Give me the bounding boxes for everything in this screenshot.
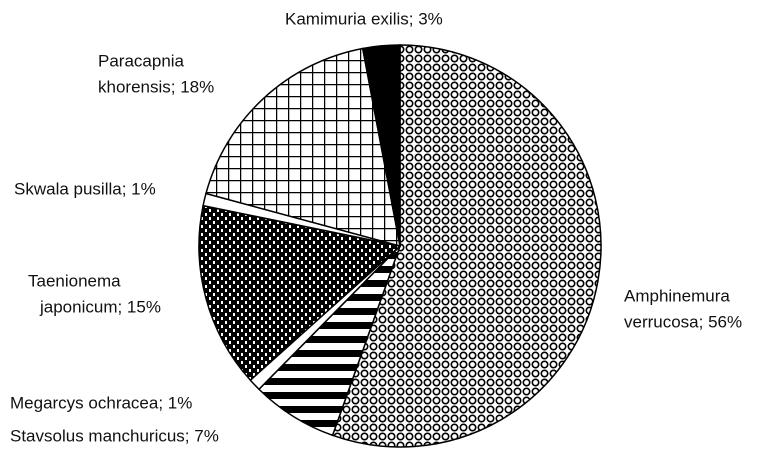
slice-label: Taenionema	[28, 271, 121, 290]
slice-label: Skwala pusilla; 1%	[14, 179, 156, 198]
pie-slice	[361, 44, 401, 247]
pie-slice	[198, 204, 402, 382]
slice-label: Kamimuria exilis; 3%	[285, 9, 443, 28]
pie-slice	[331, 44, 602, 448]
pie-slice	[205, 47, 401, 248]
slice-label: japonicum; 15%	[39, 297, 161, 316]
slice-label: Paracapnia	[98, 51, 185, 70]
slice-label: Stavsolus manchuricus; 7%	[10, 426, 219, 445]
slice-label: Amphinemura	[624, 286, 730, 305]
slice-label: Megarcys ochracea; 1%	[10, 393, 192, 412]
slice-label: khorensis; 18%	[98, 77, 214, 96]
slice-label: verrucosa; 56%	[624, 312, 742, 331]
